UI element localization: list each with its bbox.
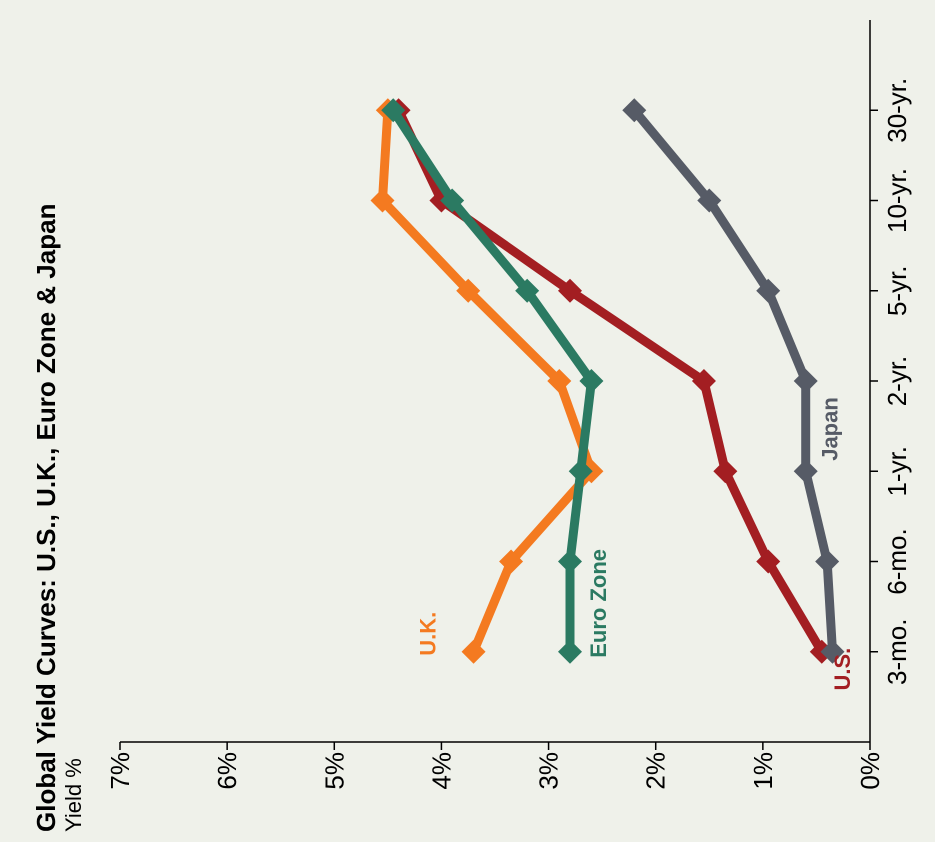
data-point-marker — [515, 278, 540, 303]
y-tick-label: 2% — [641, 752, 671, 790]
data-point-marker — [499, 549, 524, 574]
data-point-marker — [820, 639, 845, 664]
plot-area: U.S. U.K. Euro Zone Japan — [370, 98, 855, 691]
data-point-marker — [756, 549, 781, 574]
y-tick-label: 7% — [105, 752, 135, 790]
series-japan — [622, 98, 845, 664]
y-tick-label: 0% — [855, 752, 885, 790]
chart-title: Global Yield Curves: U.S., U.K., Euro Zo… — [31, 204, 61, 832]
data-point-marker — [568, 459, 593, 484]
data-point-marker — [558, 278, 582, 303]
data-point-marker — [756, 278, 781, 303]
data-point-marker — [793, 369, 818, 393]
x-tick-label: 1-yr. — [882, 446, 912, 497]
data-point-marker — [547, 369, 572, 393]
y-tick-label: 4% — [426, 752, 456, 790]
data-point-marker — [691, 369, 716, 393]
data-point-marker — [461, 639, 486, 664]
data-point-marker — [558, 639, 582, 664]
y-tick-label: 1% — [748, 752, 778, 790]
data-point-marker — [558, 549, 582, 574]
x-tick-label: 5-yr. — [882, 265, 912, 316]
x-tick-label: 10-yr. — [882, 168, 912, 233]
data-point-marker — [713, 459, 738, 484]
data-point-marker — [793, 459, 818, 484]
series-label: U.K. — [416, 612, 441, 656]
y-tick-label: 5% — [319, 752, 349, 790]
data-point-marker — [579, 369, 604, 393]
y-axis-label: Yield % — [61, 758, 86, 832]
x-tick-label: 6-mo. — [882, 528, 912, 594]
data-point-marker — [815, 549, 840, 574]
series-label: Euro Zone — [586, 549, 611, 658]
x-tick-label: 2-yr. — [882, 356, 912, 407]
y-tick-label: 3% — [534, 752, 564, 790]
x-tick-label: 30-yr. — [882, 78, 912, 143]
y-tick-label: 6% — [212, 752, 242, 790]
data-point-marker — [456, 278, 481, 303]
series-label: Japan — [818, 397, 843, 461]
data-point-marker — [381, 98, 406, 123]
series-label: U.S. — [830, 648, 855, 691]
series-euro-zone — [381, 98, 604, 664]
axes: 0% 1% 2% 3% 4% 5% 6% 7% 3-mo. 6-mo. 1-yr. 2-yr. 5-yr… — [105, 20, 912, 790]
data-point-marker — [370, 188, 395, 213]
x-tick-label: 3-mo. — [882, 619, 912, 685]
data-point-marker — [622, 98, 647, 123]
data-point-marker — [440, 188, 465, 213]
data-point-marker — [697, 188, 722, 213]
